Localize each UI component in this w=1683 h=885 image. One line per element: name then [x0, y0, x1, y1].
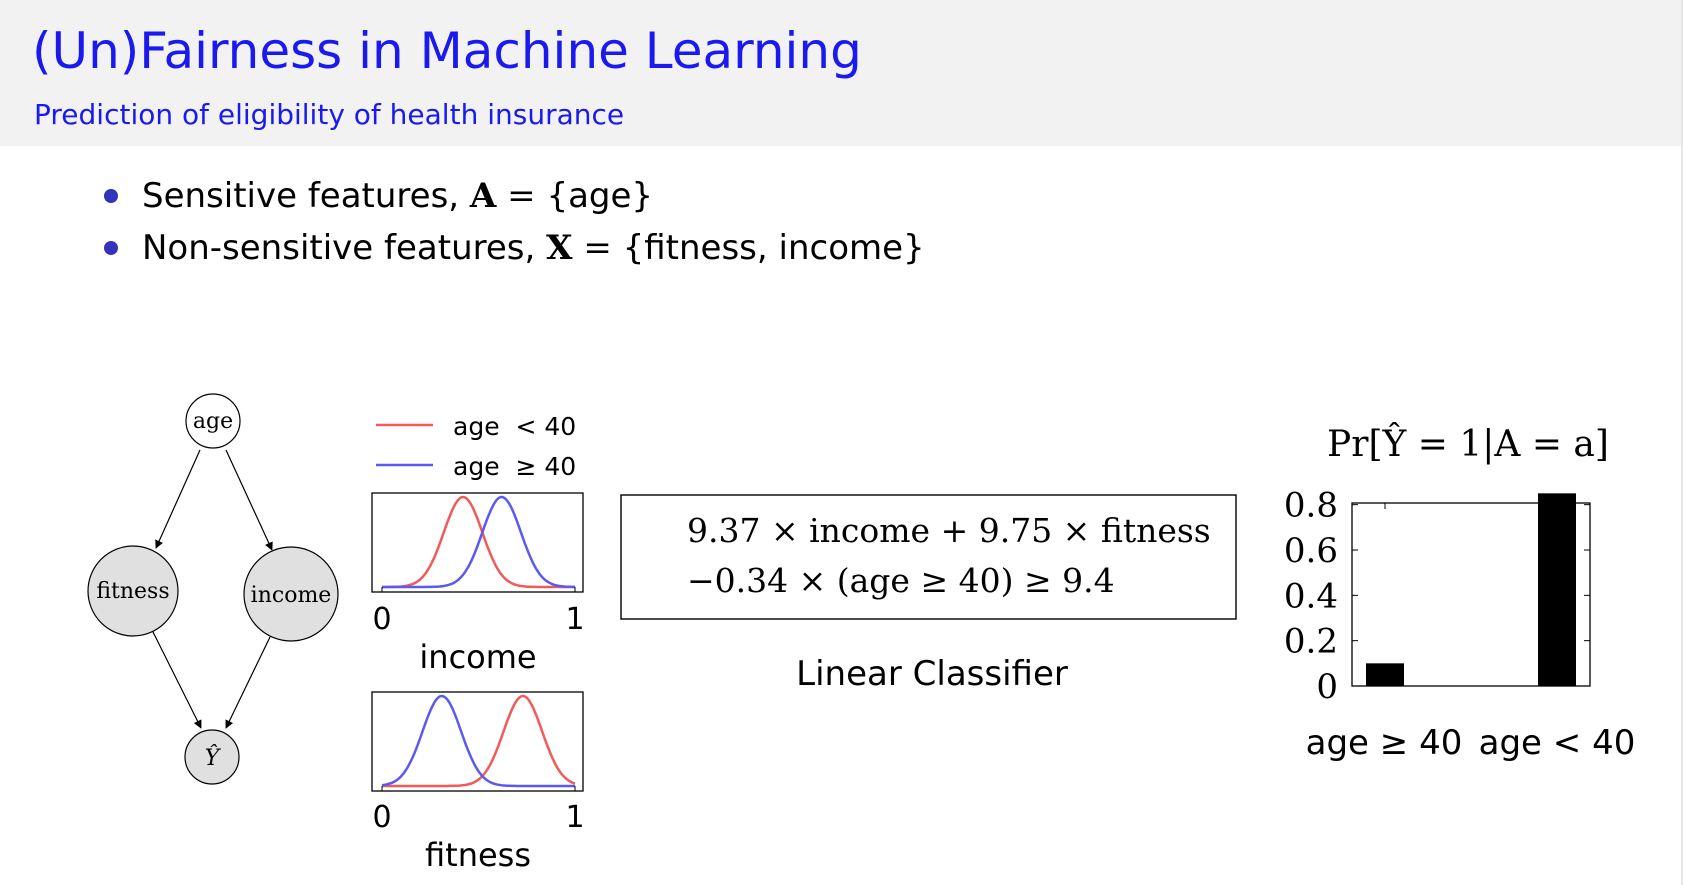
chart-marks: 0 0.2 0.4 0.6 0.8 age ≥ 40 age < 40: [1284, 486, 1635, 763]
slide-title: (Un)Fairness in Machine Learning: [32, 22, 862, 80]
list-item-non-sensitive: Non-sensitive features, X = {fitness, in…: [100, 227, 925, 279]
bullet-set: {age}: [546, 176, 654, 216]
list-item-sensitive: Sensitive features, A = {age}: [100, 175, 925, 227]
bullet-set: {fitness, income}: [622, 228, 925, 268]
fitness-young-curve: [382, 694, 576, 788]
bullet-variable: X: [546, 228, 573, 268]
y-tick-label: 0.4: [1284, 576, 1338, 616]
legend-young-label: age < 40: [453, 412, 576, 441]
income-tick-max: 1: [565, 602, 584, 637]
slide-subtitle: Prediction of eligibility of health insu…: [34, 98, 625, 131]
node-fitness-label: fitness: [96, 579, 169, 604]
fitness-plot: 0 1 fitness: [371, 691, 585, 874]
chart-frame: [1351, 502, 1591, 687]
classifier-frame: [620, 494, 1237, 620]
bullet-equals: =: [507, 176, 536, 216]
slide-header: (Un)Fairness in Machine Learning Predict…: [0, 0, 1683, 146]
causal-graph: age fitness income Ŷ: [87, 393, 339, 785]
distribution-legend: age < 40 age ≥ 40: [376, 412, 576, 481]
edge-income-yhat: [225, 636, 271, 729]
y-tick-label: 0: [1316, 667, 1338, 707]
fitness-plot-frame: [371, 691, 584, 792]
income-axis-label: income: [419, 638, 536, 676]
node-age-label: age: [193, 409, 233, 434]
bar: [1366, 663, 1404, 686]
edge-age-fitness: [155, 449, 201, 549]
fitness-axis-label: fitness: [425, 836, 531, 874]
chart-title: Pr[Ŷ = 1|A = a]: [1327, 423, 1609, 465]
y-tick-label: 0.2: [1284, 622, 1338, 662]
bullet-label: Sensitive features,: [142, 176, 460, 216]
income-old-curve: [382, 495, 575, 589]
bar-chart: Pr[Ŷ = 1|A = a] 0 0.2 0.4 0.6 0.8 age ≥ 40 age…: [1284, 423, 1635, 763]
bullet-icon: [104, 189, 118, 203]
income-young-curve: [382, 495, 575, 589]
classifier-equation-line-1: 9.37 × income + 9.75 × fitness: [687, 511, 1211, 550]
fitness-tick-max: 1: [565, 800, 584, 835]
feature-list: Sensitive features, A = {age} Non-sensit…: [100, 175, 925, 279]
income-tick-min: 0: [372, 602, 391, 637]
node-age: [185, 393, 241, 449]
fitness-old-curve: [381, 694, 575, 788]
income-plot: 0 1 income: [371, 492, 585, 676]
bullet-label: Non-sensitive features,: [142, 228, 536, 268]
y-tick-label: 0.8: [1284, 486, 1338, 526]
bullet-equals: =: [583, 228, 612, 268]
node-yhat: [184, 729, 240, 785]
fitness-tick-min: 0: [372, 800, 391, 835]
node-income: [243, 546, 339, 642]
bullet-variable: A: [469, 176, 497, 216]
classifier-box: 9.37 × income + 9.75 × fitness −0.34 × (…: [620, 494, 1237, 694]
edge-age-income: [225, 449, 273, 551]
edge-fitness-yhat: [151, 629, 202, 729]
node-yhat-label: Ŷ: [205, 744, 222, 771]
classifier-caption: Linear Classifier: [796, 654, 1068, 694]
y-tick-label: 0.6: [1284, 531, 1338, 571]
bar: [1538, 493, 1576, 686]
category-label: age < 40: [1479, 723, 1636, 763]
bullet-icon: [104, 241, 118, 255]
slide-edge: [1681, 0, 1683, 885]
category-label: age ≥ 40: [1306, 723, 1463, 763]
node-income-label: income: [251, 583, 332, 608]
node-fitness: [87, 545, 179, 637]
legend-old-label: age ≥ 40: [453, 452, 576, 481]
classifier-equation-line-2: −0.34 × (age ≥ 40) ≥ 9.4: [687, 561, 1115, 600]
